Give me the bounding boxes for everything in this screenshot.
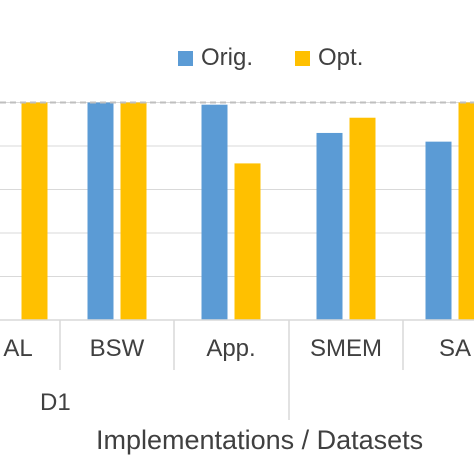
bar-opt-smem [349, 117, 376, 320]
category-label-sa: SA [438, 335, 472, 362]
bar-orig-bsw [87, 102, 114, 320]
legend-label-opt: Opt. [318, 44, 364, 71]
group-label-d1: D1 [40, 389, 71, 416]
legend-label-orig: Orig. [201, 44, 254, 71]
bar-orig-smem [316, 132, 343, 320]
category-label-al: AL [3, 335, 33, 362]
bar-opt-al [21, 102, 48, 320]
bar-opt-app [234, 163, 261, 320]
legend-swatch-opt [295, 50, 311, 66]
bar-orig-sa [425, 141, 452, 320]
bar-opt-bsw [120, 102, 147, 320]
category-label-smem: SMEM [310, 335, 382, 362]
x-axis-title: Implementations / Datasets [96, 425, 424, 455]
legend: Orig. Opt. [178, 44, 405, 72]
bar-orig-app [201, 104, 228, 320]
bar-opt-sa [458, 102, 474, 320]
legend-swatch-orig [178, 50, 193, 66]
legend-item-opt: Opt. [295, 44, 363, 72]
category-label-bsw: BSW [89, 335, 145, 362]
legend-item-orig: Orig. [178, 44, 253, 72]
category-label-app: App. [206, 335, 256, 362]
